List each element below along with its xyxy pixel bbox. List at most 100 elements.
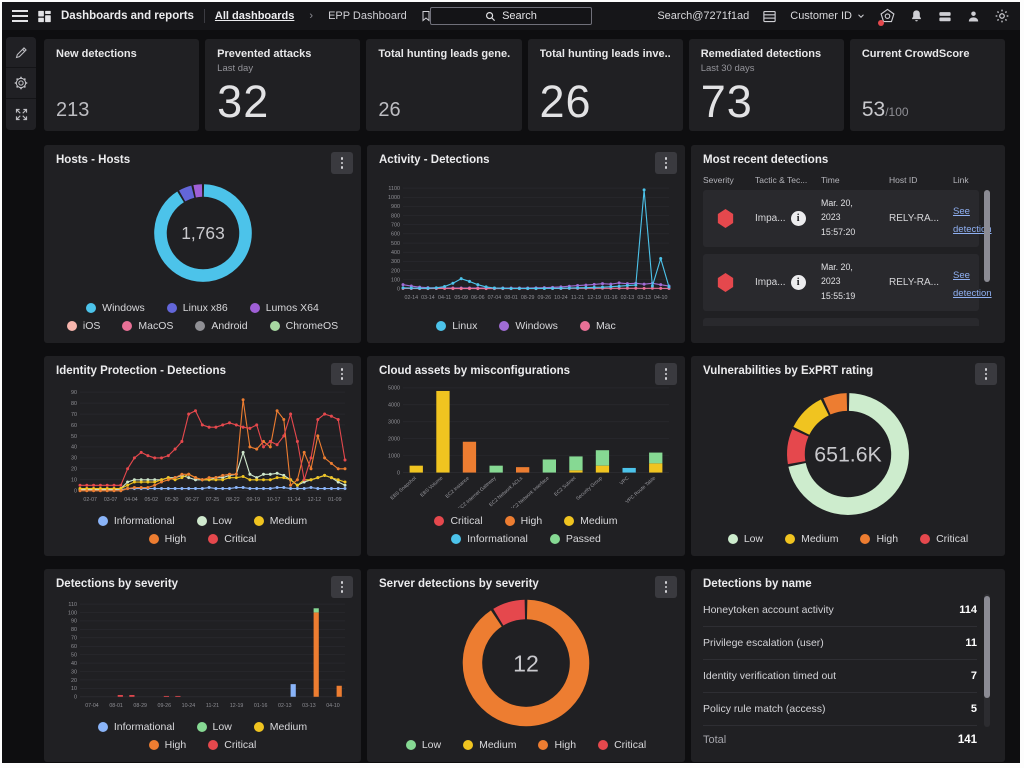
legend-item[interactable]: High <box>148 739 186 751</box>
customer-id-label: Customer ID <box>790 10 852 22</box>
messages-stack-icon[interactable] <box>937 9 953 24</box>
bell-icon[interactable] <box>909 8 924 24</box>
theme-brightness-icon[interactable] <box>994 8 1010 24</box>
legend-item[interactable]: Critical <box>208 739 256 751</box>
legend-item[interactable]: iOS <box>66 320 100 332</box>
legend-item[interactable]: ChromeOS <box>269 320 338 332</box>
customer-id-dropdown[interactable]: Customer ID <box>790 10 866 22</box>
kebab-menu-icon[interactable] <box>331 576 353 598</box>
kebab-menu-icon[interactable] <box>655 152 677 174</box>
detection-count: 5 <box>970 703 977 715</box>
legend-item[interactable]: Informational <box>97 515 175 527</box>
table-row[interactable]: Impa... i Mar. 20, 2023 15:57:20 RELY-RA...… <box>703 190 992 247</box>
svg-text:400: 400 <box>391 249 400 255</box>
bookmark-icon[interactable] <box>420 9 432 23</box>
legend-item[interactable]: Low <box>405 739 441 751</box>
svg-text:4000: 4000 <box>388 402 400 408</box>
edit-dashboard-button[interactable] <box>6 37 36 68</box>
legend-item[interactable]: Critical <box>598 739 646 751</box>
legend-item[interactable]: Windows <box>499 320 558 332</box>
pencil-icon <box>15 46 27 58</box>
kebab-menu-icon[interactable] <box>655 576 677 598</box>
fullscreen-button[interactable] <box>6 99 36 130</box>
time-line1: Mar. 20, <box>821 262 853 273</box>
stat-card-hunting-leads-generated[interactable]: Total hunting leads gene... 26 <box>366 39 522 131</box>
legend-item[interactable]: Mac <box>579 320 616 332</box>
list-item[interactable]: Honeytoken account activity 114 <box>703 594 977 627</box>
legend-item[interactable]: Linux <box>436 320 477 332</box>
info-icon[interactable]: i <box>790 275 806 290</box>
list-item[interactable]: Policy rule match (access) 5 <box>703 693 977 726</box>
list-item[interactable]: Privilege escalation (user) 11 <box>703 627 977 660</box>
server-donut-chart: 12 <box>462 599 590 727</box>
user-icon[interactable] <box>966 9 981 24</box>
time-line2: 2023 <box>821 276 841 287</box>
legend-item[interactable]: Low <box>196 515 232 527</box>
col-severity: Severity <box>703 175 734 185</box>
stat-card-remediated-detections[interactable]: Remediated detections Last 30 days 73 <box>688 39 844 131</box>
spreadsheet-icon[interactable] <box>762 9 777 24</box>
stat-card-hunting-leads-investigated[interactable]: Total hunting leads inve... 26 <box>527 39 683 131</box>
kebab-menu-icon[interactable] <box>655 363 677 385</box>
legend-item[interactable]: Android <box>195 320 248 332</box>
legend-item[interactable]: Low <box>727 533 763 545</box>
legend-item[interactable]: Windows <box>86 302 145 314</box>
legend-item[interactable]: Medium <box>463 739 516 751</box>
hamburger-menu-icon[interactable] <box>12 9 28 23</box>
see-detection-link[interactable]: See detection <box>953 269 992 299</box>
svg-text:07-25: 07-25 <box>206 496 220 502</box>
info-icon[interactable]: i <box>790 211 806 226</box>
card-server-detections: Server detections by severity 12 Low Medi… <box>367 569 685 762</box>
legend-item[interactable]: High <box>148 533 186 545</box>
see-detection-link[interactable]: See detection <box>953 205 992 235</box>
legend-item[interactable]: Critical <box>208 533 256 545</box>
legend-item[interactable]: Lumos X64 <box>249 302 319 314</box>
svg-text:0: 0 <box>397 470 400 476</box>
legend-item[interactable]: Passed <box>549 533 601 545</box>
legend-item[interactable]: MacOS <box>122 320 173 332</box>
legend-item[interactable]: High <box>860 533 898 545</box>
svg-text:12-19: 12-19 <box>230 703 244 709</box>
breadcrumb-all-dashboards[interactable]: All dashboards <box>214 10 295 22</box>
vertical-scrollbar[interactable] <box>984 596 990 698</box>
legend-item[interactable]: Medium <box>253 515 307 527</box>
legend-item[interactable]: Critical <box>434 515 483 527</box>
legend-item[interactable]: Informational <box>451 533 528 545</box>
svg-text:08-29: 08-29 <box>521 294 535 300</box>
legend-item[interactable]: High <box>538 739 576 751</box>
legend-item[interactable]: Linux x86 <box>166 302 228 314</box>
legend-dot <box>269 321 280 331</box>
table-row[interactable]: Impa... i Mar. 20, 2023 15:55:19 RELY-RA...… <box>703 254 992 311</box>
legend-item[interactable]: High <box>504 515 542 527</box>
kebab-menu-icon[interactable] <box>331 152 353 174</box>
svg-text:10: 10 <box>71 477 77 483</box>
falcon-badge-icon[interactable] <box>878 8 896 26</box>
kebab-menu-icon[interactable] <box>975 363 997 385</box>
svg-text:5000: 5000 <box>388 385 400 391</box>
card-title: Activity - Detections <box>379 154 490 166</box>
stat-value: 32 <box>217 75 270 127</box>
severity-legend: Informational Low Medium High Critical <box>63 718 343 753</box>
legend-item[interactable]: Medium <box>785 533 838 545</box>
kebab-menu-icon[interactable] <box>331 363 353 385</box>
stat-card-crowdscore[interactable]: Current CrowdScore 53/100 <box>849 39 1006 131</box>
legend-item[interactable]: Medium <box>564 515 618 527</box>
vertical-scrollbar[interactable] <box>984 190 990 282</box>
legend-item[interactable]: Critical <box>920 533 968 545</box>
stat-card-new-detections[interactable]: New detections 213 <box>44 39 200 131</box>
list-item[interactable]: Identity verification timed out 7 <box>703 660 977 693</box>
global-search-input[interactable]: Search <box>430 7 592 25</box>
legend-dot <box>564 516 575 526</box>
svg-text:20: 20 <box>71 466 77 472</box>
legend-item[interactable]: Informational <box>97 721 175 733</box>
stat-card-prevented-attacks[interactable]: Prevented attacks Last day 32 <box>205 39 361 131</box>
legend-item[interactable]: Low <box>196 721 232 733</box>
legend-dot <box>436 321 447 331</box>
dashboard-settings-button[interactable] <box>6 68 36 99</box>
svg-text:90: 90 <box>71 619 77 625</box>
svg-text:01-16: 01-16 <box>254 703 268 709</box>
svg-text:EC2 Subnet: EC2 Subnet <box>553 475 578 498</box>
app-grid-icon[interactable] <box>37 9 52 24</box>
svg-text:05-02: 05-02 <box>145 496 159 502</box>
legend-item[interactable]: Medium <box>253 721 307 733</box>
